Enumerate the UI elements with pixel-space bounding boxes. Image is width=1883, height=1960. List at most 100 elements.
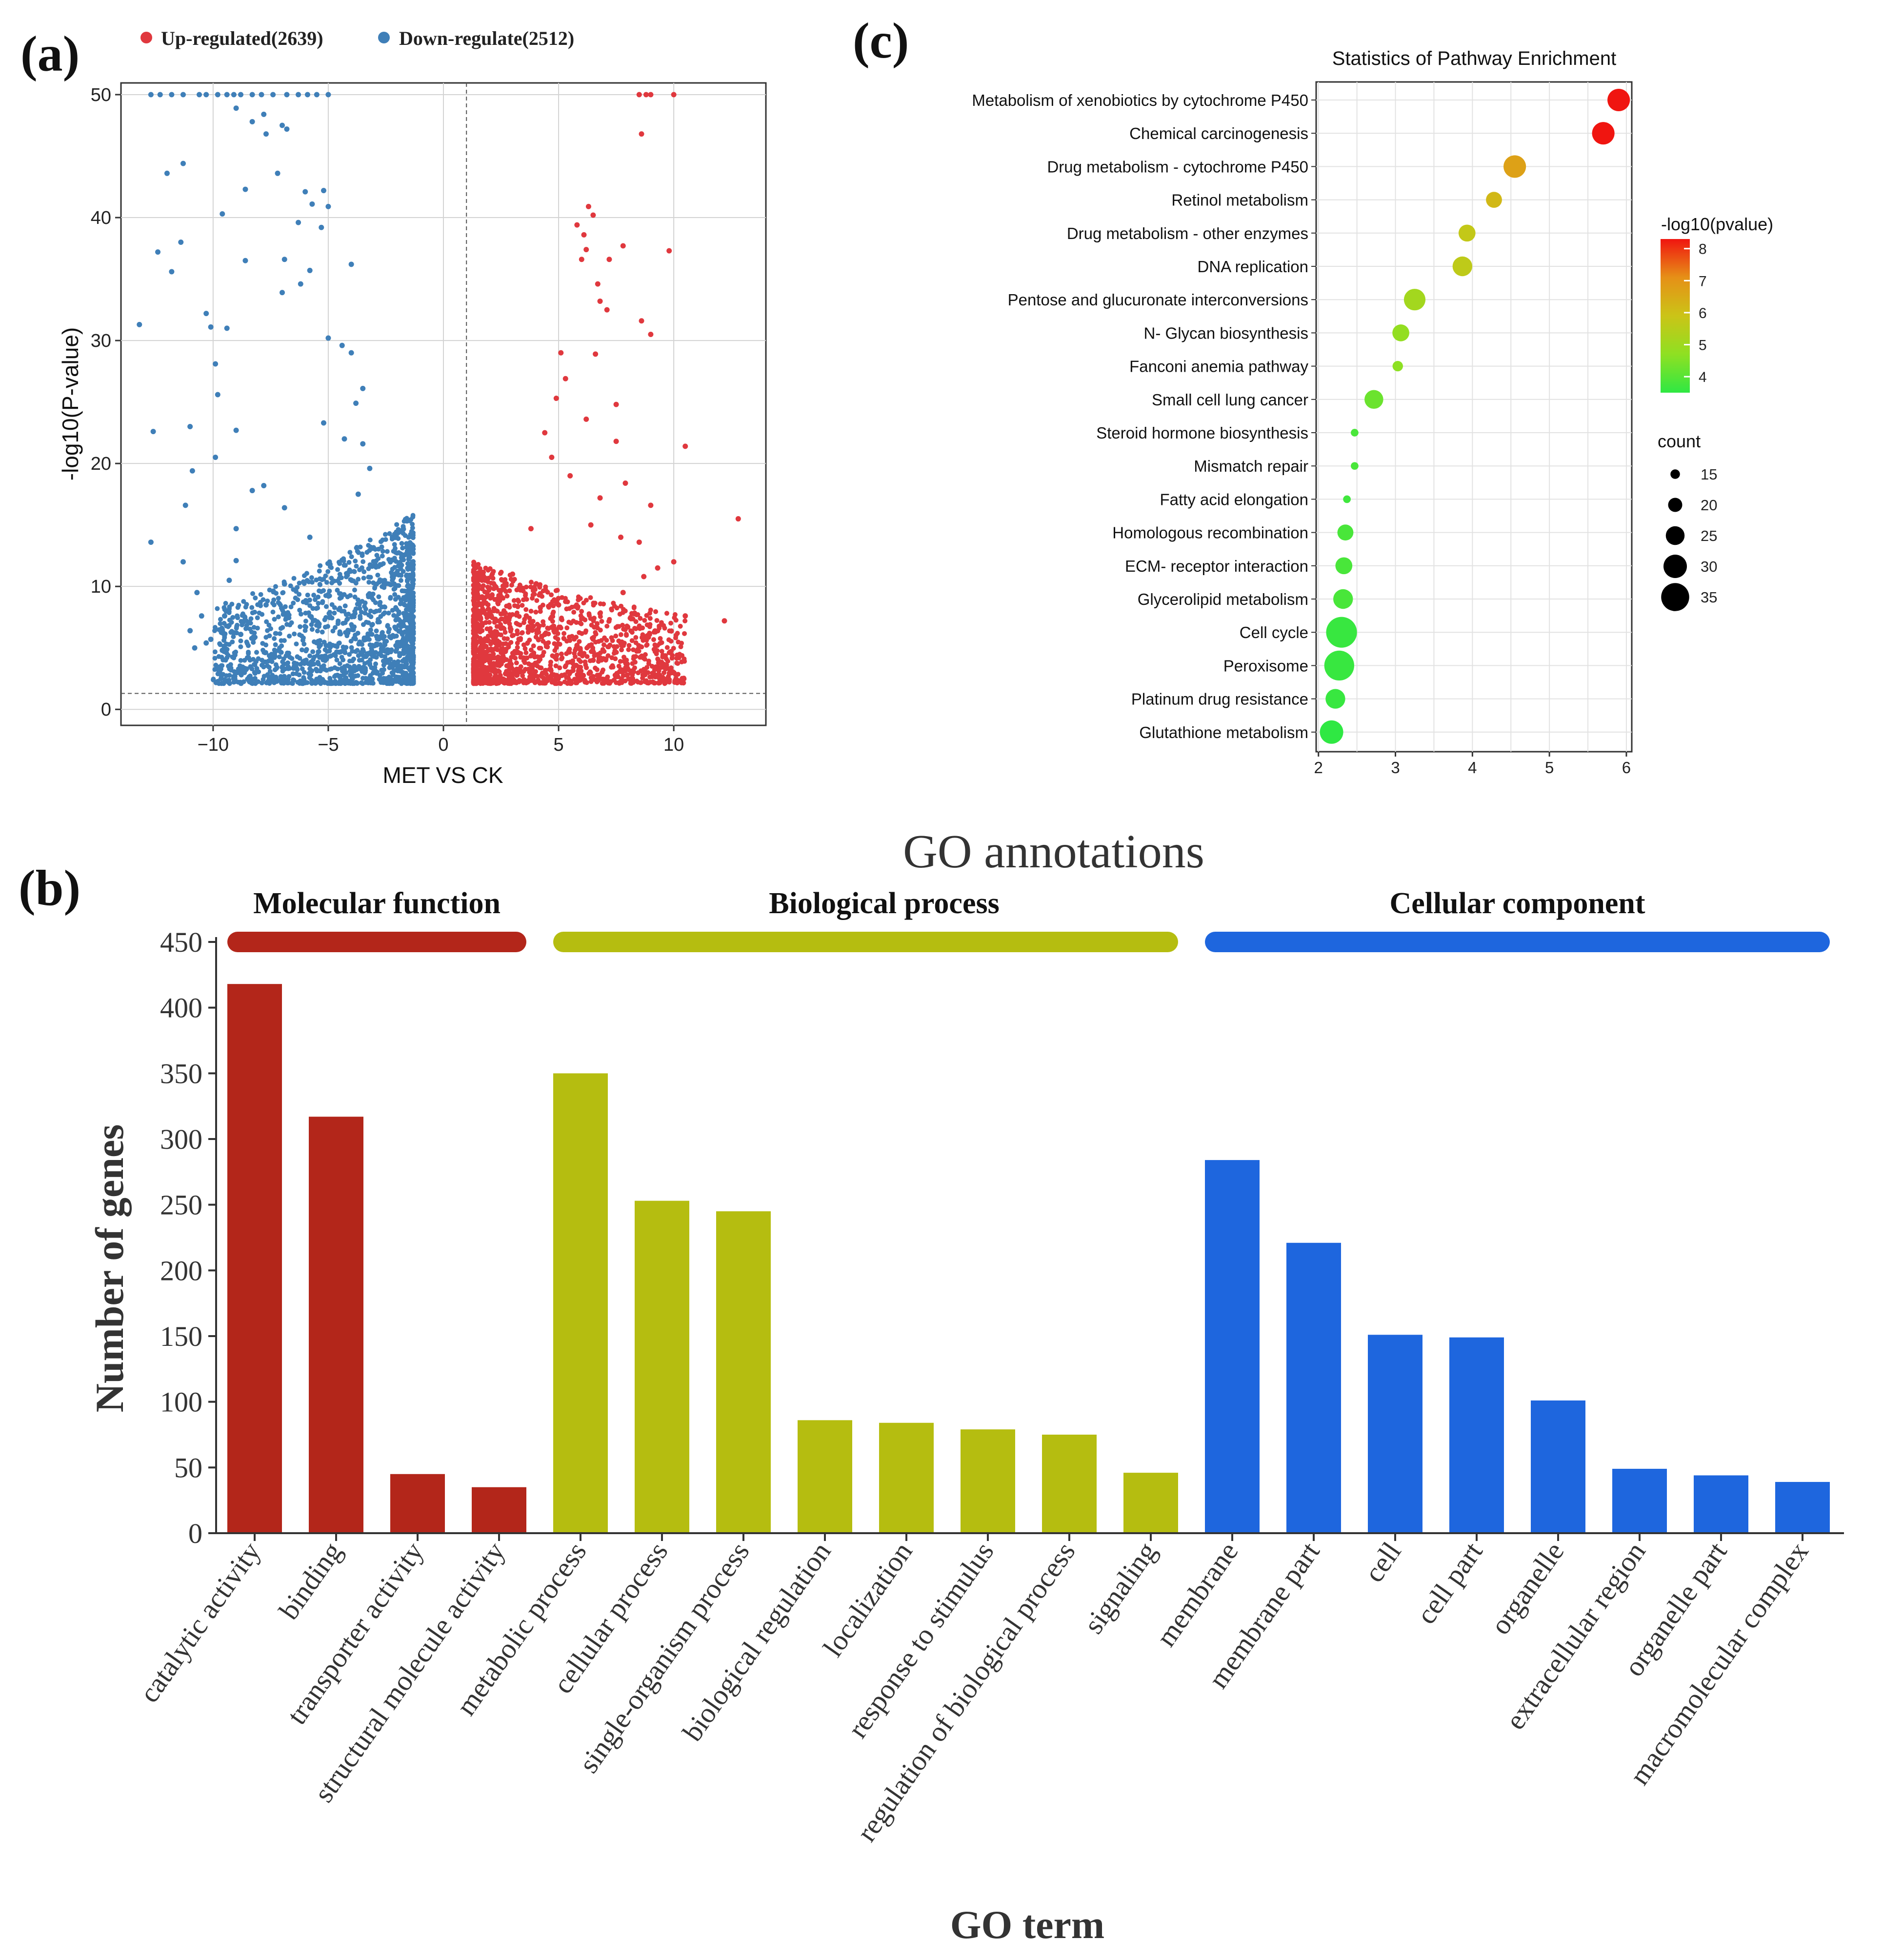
volcano-point [382,578,387,583]
volcano-point [307,534,313,540]
volcano-point [386,647,391,653]
volcano-point [270,609,276,615]
volcano-point [350,649,355,654]
volcano-xtick-label: −10 [198,735,229,755]
volcano-point [300,635,306,640]
volcano-point [271,597,277,602]
volcano-point [242,186,248,192]
go-ytick-label: 200 [160,1255,202,1286]
volcano-point [284,622,290,627]
volcano-point [495,680,500,686]
volcano-point [368,657,373,662]
volcano-point [380,549,385,554]
volcano-point [304,92,310,98]
volcano-point [579,621,584,626]
volcano-point [311,657,316,662]
volcano-point [387,531,392,536]
volcano-point [219,630,224,635]
volcano-point [576,594,581,600]
volcano-point [387,634,392,640]
volcano-ytick-label: 20 [91,454,111,474]
volcano-point [343,630,348,635]
volcano-point [345,570,351,575]
volcano-point [471,590,476,596]
volcano-point [671,92,677,98]
count-legend-label: 20 [1701,497,1717,514]
volcano-point [339,342,345,348]
kegg-point [1592,122,1615,145]
volcano-point [399,541,404,546]
volcano-point [490,648,495,654]
volcano-point [561,636,566,641]
volcano-point [367,538,373,543]
go-category-groups: Molecular function Biological process Cell… [227,887,1830,952]
volcano-point [337,674,342,680]
volcano-point [536,626,541,631]
volcano-point [357,639,362,644]
volcano-point [554,645,559,650]
volcano-point [495,647,500,653]
volcano-point [288,604,294,610]
volcano-point [337,661,342,666]
volcano-point [577,639,582,644]
volcano-point [651,671,657,676]
volcano-point [229,601,235,607]
volcano-point [636,539,642,545]
volcano-point [297,632,302,638]
volcano-point [291,576,297,581]
volcano-point [401,601,406,607]
kegg-point [1351,429,1359,437]
volcano-point [514,660,519,665]
volcano-point [659,649,664,654]
volcano-point [368,592,373,597]
volcano-point [289,656,295,661]
volcano-point [148,92,154,98]
volcano-point [504,619,510,624]
volcano-point [379,653,384,659]
volcano-point [523,591,528,597]
volcano-point [273,654,278,659]
volcano-point [520,602,525,608]
volcano-point [322,624,328,630]
volcano-point [226,578,232,583]
volcano-point [238,644,243,649]
volcano-point [488,626,493,631]
volcano-point [325,561,330,566]
go-group-band-cellular-component [1205,932,1830,952]
volcano-point [393,618,399,623]
volcano-point [303,619,308,624]
volcano-point [519,630,524,636]
volcano-point [508,627,514,632]
go-ytick-label: 250 [160,1189,202,1221]
volcano-point [409,562,415,568]
volcano-point [613,633,619,639]
go-xtick-label: signaling [1077,1536,1162,1639]
volcano-point [597,495,603,501]
volcano-point [652,642,658,648]
volcano-point [307,267,313,273]
volcano-point [656,668,661,674]
volcano-point [625,672,630,678]
volcano-point [292,631,297,637]
volcano-point [583,416,589,422]
volcano-point [495,662,500,668]
volcano-point [354,563,359,569]
volcano-point [323,604,329,609]
volcano-point [337,572,342,577]
volcano-point [571,610,577,615]
volcano-point [648,92,654,98]
volcano-point [340,679,345,684]
volcano-point [524,597,529,602]
volcano-point [498,673,503,678]
volcano-point [272,617,277,622]
volcano-point [378,539,383,544]
volcano-point [407,601,412,606]
volcano-point [182,502,188,508]
volcano-point [280,612,286,617]
volcano-point [213,455,219,460]
volcano-point [386,557,392,562]
volcano-point [255,615,260,620]
volcano-point [290,671,296,677]
volcano-point [666,248,672,254]
volcano-point [320,599,325,604]
